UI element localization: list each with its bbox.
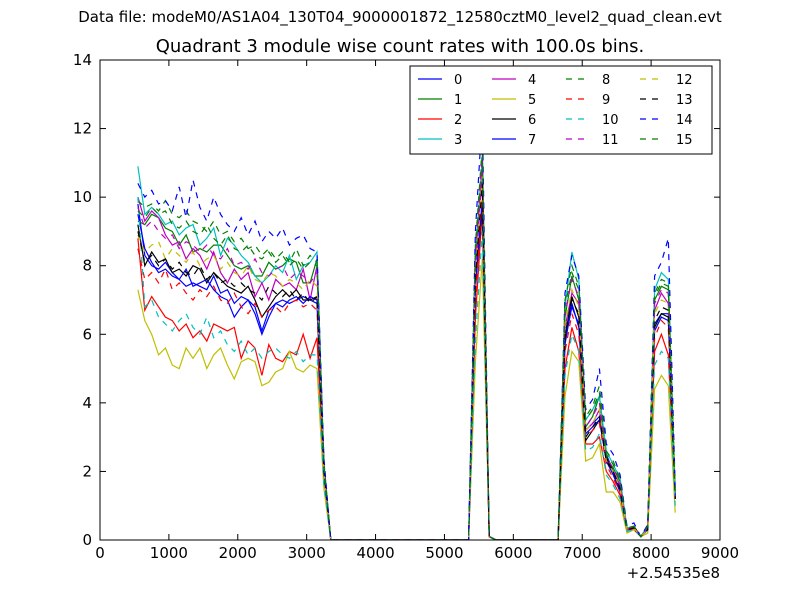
- series-line-10: [137, 197, 676, 540]
- x-offset-label: +2.54535e8: [627, 564, 720, 582]
- series-line-7: [137, 200, 676, 540]
- x-tick-label: 4000: [356, 544, 394, 562]
- series-line-9: [137, 190, 676, 540]
- axes-layer: 0 1000 2000 3000 4000 5000 6000 7000 8000 9000+2.…: [73, 51, 739, 582]
- series-line-4: [137, 169, 676, 540]
- series-line-5: [137, 258, 676, 540]
- legend-label-7: 7: [528, 133, 536, 148]
- series-line-15: [137, 152, 676, 540]
- legend-label-0: 0: [454, 73, 462, 88]
- legend-label-2: 2: [454, 113, 462, 128]
- series-line-13: [137, 183, 676, 540]
- x-tick-label: 3000: [288, 544, 326, 562]
- x-tick-label: 7000: [563, 544, 601, 562]
- x-tick-label: 1000: [150, 544, 188, 562]
- series-line-0: [137, 203, 676, 540]
- series-line-11: [137, 155, 676, 540]
- legend-label-5: 5: [528, 93, 536, 108]
- legend-label-1: 1: [454, 93, 462, 108]
- figure-suptitle: Data file: modeM0/AS1A04_130T04_90000018…: [78, 8, 722, 26]
- series-layer: [137, 114, 676, 540]
- x-tick-label: 8000: [632, 544, 670, 562]
- series-line-2: [137, 210, 676, 540]
- x-tick-label: 6000: [494, 544, 532, 562]
- legend-label-9: 9: [602, 93, 610, 108]
- y-tick-label: 4: [82, 394, 92, 412]
- plot-frame: [99, 59, 721, 541]
- legend-label-15: 15: [676, 133, 693, 148]
- legend-label-14: 14: [676, 113, 693, 128]
- legend-label-13: 13: [676, 93, 693, 108]
- x-tick-label: 5000: [425, 544, 463, 562]
- y-tick-label: 0: [82, 531, 92, 549]
- y-tick-label: 2: [82, 462, 92, 480]
- series-line-14: [137, 114, 676, 540]
- legend-label-8: 8: [602, 73, 610, 88]
- y-tick-label: 12: [73, 120, 92, 138]
- series-line-1: [137, 162, 676, 540]
- x-tick-label: 9000: [701, 544, 739, 562]
- y-tick-label: 10: [73, 188, 92, 206]
- y-tick-label: 8: [82, 257, 92, 275]
- legend-label-4: 4: [528, 73, 536, 88]
- y-tick-label: 14: [73, 51, 92, 69]
- x-tick-label: 2000: [219, 544, 257, 562]
- x-tick-label: 0: [95, 544, 105, 562]
- legend-label-6: 6: [528, 113, 536, 128]
- y-tick-label: 6: [82, 325, 92, 343]
- series-line-8: [137, 145, 676, 540]
- legend-label-10: 10: [602, 113, 619, 128]
- legend-label-12: 12: [676, 73, 693, 88]
- legend-label-11: 11: [602, 133, 619, 148]
- chart-title: Quadrant 3 module wise count rates with …: [155, 36, 645, 57]
- legend-label-3: 3: [454, 133, 462, 148]
- legend-box: [409, 65, 713, 155]
- series-line-6: [137, 207, 676, 540]
